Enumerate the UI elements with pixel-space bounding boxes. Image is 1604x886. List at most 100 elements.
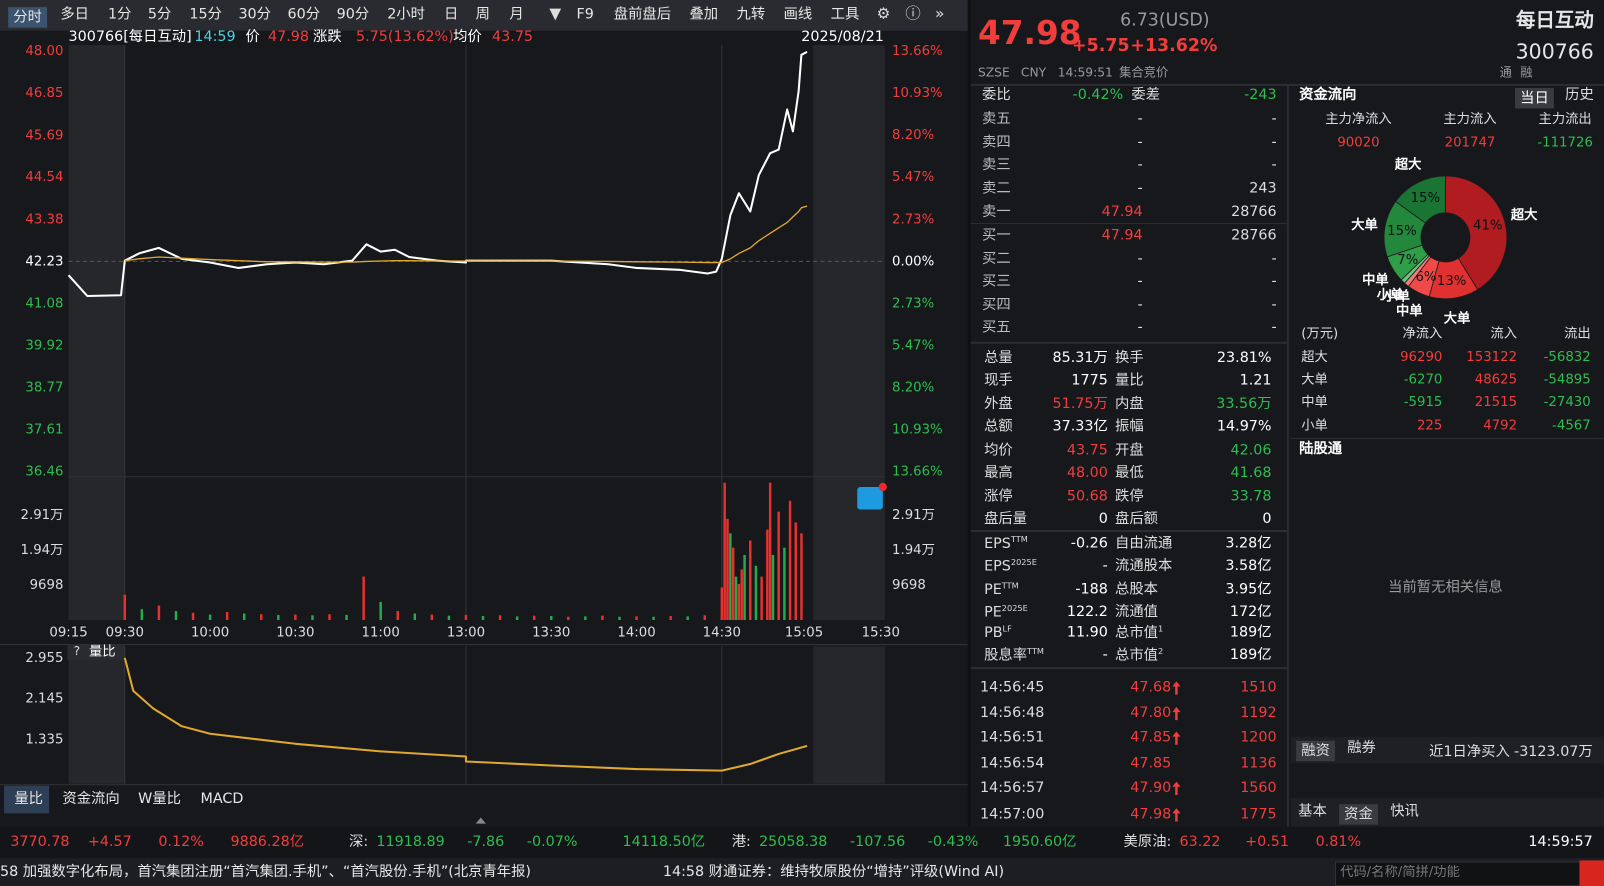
toolbar-icon[interactable]: ⚙ [876, 4, 891, 23]
order-ratio-label: 委比 [982, 87, 1011, 104]
indicator-tab[interactable]: MACD [200, 791, 244, 808]
x-tick-label: 15:05 [785, 625, 823, 640]
toolbar-tab[interactable]: 盘前盘后 [613, 6, 672, 23]
order-level: 买五 [982, 319, 1011, 336]
volume-bar [601, 615, 604, 620]
metric-label: 流通股本 [1115, 557, 1173, 575]
collapse-icon[interactable] [475, 817, 486, 824]
help-icon[interactable]: ? [74, 644, 81, 658]
ticker-bar [0, 826, 1604, 858]
order-price: - [1137, 180, 1143, 197]
search-button[interactable] [1579, 860, 1604, 886]
volume-bar [396, 610, 399, 620]
order-level: 卖四 [982, 134, 1011, 151]
toolbar-tab[interactable]: 多日 [60, 6, 89, 23]
panel-title: 资金流向 [1299, 87, 1357, 104]
toolbar-tab[interactable]: 1分 [107, 6, 132, 23]
toolbar-tab[interactable]: 日 [443, 6, 459, 23]
trade-volume: 1192 [1240, 705, 1277, 722]
ticker-item: +4.57 [87, 833, 132, 851]
table-cell: 21515 [1474, 395, 1518, 411]
margin-tab[interactable]: 融资 [1296, 741, 1335, 762]
toolbar-tab[interactable]: 分时 [8, 7, 48, 28]
trade-time: 14:56:48 [979, 705, 1045, 722]
indicator-tab[interactable]: W量比 [138, 791, 181, 808]
y-tick-label: 36.46 [25, 465, 63, 480]
period-tab[interactable]: 历史 [1565, 87, 1594, 104]
live-icon[interactable] [857, 486, 883, 510]
metric-label: PE2025E [984, 603, 1028, 621]
volume-bar [734, 576, 738, 620]
y2-tick-label: 2.91万 [892, 508, 935, 523]
toolbar-tab[interactable]: 叠加 [689, 6, 719, 23]
toolbar-icon[interactable]: ⓘ [905, 4, 921, 23]
y-tick-label: 44.54 [25, 170, 63, 185]
metric-label: EPS2025E [984, 557, 1037, 575]
trade-time: 14:57:00 [979, 806, 1045, 823]
toolbar-tab[interactable]: 工具 [830, 6, 860, 23]
bottom-tab[interactable]: 基本 [1298, 803, 1327, 820]
indicator-title: 量比 [89, 644, 116, 660]
stat-value: 37.33亿 [1052, 418, 1108, 436]
toolbar-tab[interactable]: 周 [475, 6, 490, 23]
order-volume: - [1271, 156, 1277, 174]
pre-market-band [68, 646, 125, 784]
order-level: 买三 [982, 273, 1011, 290]
toolbar-tab[interactable]: 月 [509, 6, 524, 23]
search-placeholder[interactable]: 代码/名称/简拼/功能 [1340, 864, 1460, 880]
y-tick-label: 43.38 [25, 212, 63, 227]
order-level: 卖五 [982, 110, 1011, 128]
toolbar-icon[interactable]: ▼ [549, 4, 562, 23]
tag: 融 [1520, 65, 1533, 81]
toolbar-tab[interactable]: 5分 [147, 6, 172, 23]
order-price: - [1137, 250, 1143, 268]
trade-volume: 1200 [1240, 729, 1277, 747]
volume-bar [328, 614, 331, 620]
main-flow-label: 主力净流入 [1325, 111, 1392, 127]
pie-value-label: 13% [1437, 274, 1467, 289]
news-item[interactable]: 14:58 财通证券：维持牧原股份“增持”评级(Wind AI) [662, 863, 1005, 881]
divider [970, 529, 1287, 533]
y-tick-label: 39.92 [25, 339, 63, 354]
y2-tick-label: 0.00% [892, 254, 934, 269]
toolbar-tab[interactable]: 30分 [238, 6, 271, 23]
metric-label: 自由流通 [1115, 535, 1173, 552]
unit-label: (万元) [1301, 326, 1339, 342]
toolbar-tab[interactable]: 15分 [189, 6, 222, 23]
toolbar-tab[interactable]: 60分 [287, 6, 321, 23]
metric-label-sup: 2025E [1010, 557, 1037, 568]
indicator-tab[interactable]: 资金流向 [62, 791, 120, 808]
bottom-tab[interactable]: 资金 [1339, 804, 1378, 825]
toolbar-tab[interactable]: F9 [576, 6, 594, 23]
period-tab[interactable]: 当日 [1515, 88, 1554, 109]
news-item[interactable]: 58 加强数字化布局，首汽集团注册“首汽集团.手机”、“首汽股份.手机”(北京青… [0, 863, 532, 881]
order-level: 卖三 [982, 156, 1011, 174]
margin-tab[interactable]: 融券 [1347, 740, 1376, 757]
volume-bar [225, 612, 229, 620]
toolbar-tab[interactable]: 2小时 [387, 6, 425, 23]
trade-time: 14:56:45 [979, 679, 1045, 697]
pie-category-label: 中单 [1396, 302, 1423, 319]
trade-price: 47.85 [1130, 729, 1172, 747]
stat-label: 涨停 [984, 488, 1013, 505]
metric-value: 11.90 [1066, 624, 1108, 641]
volume-bar [686, 616, 689, 620]
volume-bar [260, 614, 263, 620]
toolbar-tab[interactable]: 画线 [783, 6, 813, 23]
toolbar-icon[interactable]: » [934, 4, 945, 23]
volume-bar [140, 609, 144, 620]
chart-date: 2025/08/21 [801, 28, 884, 46]
table-row-label: 超大 [1301, 349, 1328, 366]
ticker-item: 0.12% [158, 833, 204, 851]
trade-time: 14:56:57 [979, 779, 1045, 797]
bottom-tab[interactable]: 快讯 [1390, 803, 1419, 820]
toolbar-tab[interactable]: 90分 [336, 6, 370, 23]
chart-header-time: 14:59 [194, 28, 236, 46]
stat-value: 51.75万 [1052, 396, 1108, 413]
volume-bar [515, 616, 519, 620]
table-cell: 153122 [1466, 349, 1518, 366]
indicator-tab[interactable]: 量比 [14, 791, 43, 808]
line-series [123, 657, 808, 772]
main-flow-label: 主力流入 [1443, 111, 1497, 127]
toolbar-tab[interactable]: 九转 [736, 6, 766, 23]
